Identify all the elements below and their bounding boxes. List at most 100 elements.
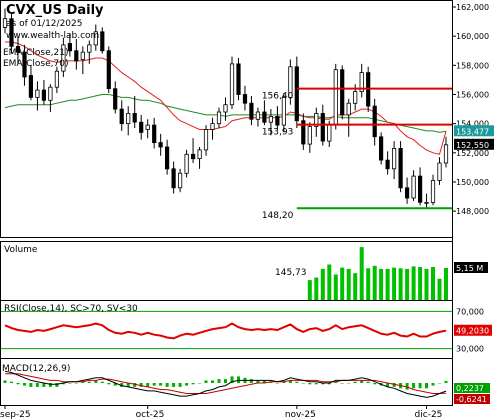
volume-bar bbox=[340, 267, 345, 300]
macd-histogram-bar bbox=[120, 383, 124, 387]
price-tick-label: 160,000 bbox=[456, 32, 489, 41]
volume-bar bbox=[398, 268, 403, 300]
macd-histogram-bar bbox=[275, 383, 279, 384]
macd-histogram-bar bbox=[172, 383, 176, 387]
volume-note: 145,73 bbox=[275, 268, 307, 278]
candlesticks bbox=[2, 8, 449, 209]
candle-body bbox=[190, 153, 196, 160]
candle-body bbox=[126, 113, 131, 125]
level-label: 153,93 bbox=[262, 128, 294, 138]
candle-body bbox=[93, 31, 98, 46]
macd-last-label: 0,2237 bbox=[456, 384, 484, 393]
macd-histogram-bar bbox=[191, 383, 195, 385]
candle-body bbox=[229, 63, 235, 106]
volume-bar bbox=[424, 268, 429, 300]
candle-body bbox=[424, 201, 429, 204]
site-label: www.wealth-lab.com bbox=[6, 31, 99, 41]
candle-body bbox=[184, 153, 189, 174]
as-of-date: as of 01/12/2025 bbox=[6, 19, 82, 29]
volume-bars: 5,15 M bbox=[307, 247, 488, 300]
macd-histogram-bar bbox=[139, 383, 143, 387]
volume-bar bbox=[392, 267, 397, 300]
macd-histogram-bar bbox=[100, 381, 104, 383]
volume-bar bbox=[411, 266, 416, 300]
rsi-last-tag bbox=[454, 324, 492, 336]
macd-histogram-bar bbox=[431, 383, 435, 386]
macd-histogram-bar bbox=[48, 383, 52, 387]
candle-body bbox=[372, 105, 377, 138]
candle-body bbox=[268, 116, 274, 123]
rsi-last-label: 49,2030 bbox=[456, 327, 489, 336]
macd-histogram-bar bbox=[347, 383, 351, 384]
candle-body bbox=[80, 51, 85, 60]
rsi-level-label: 70,000 bbox=[456, 307, 484, 316]
candle-body bbox=[417, 175, 423, 203]
candle-body bbox=[378, 136, 384, 161]
candle-body bbox=[327, 124, 332, 142]
macd-histogram-bar bbox=[159, 383, 163, 386]
candle-body bbox=[106, 50, 111, 90]
macd-histogram-bar bbox=[327, 383, 331, 385]
macd-histogram-bar bbox=[237, 376, 240, 383]
volume-bar bbox=[327, 264, 332, 300]
macd-histogram-bar bbox=[425, 383, 428, 389]
candle-body bbox=[15, 46, 21, 53]
candle-body bbox=[197, 149, 202, 159]
macd-histogram-bar bbox=[23, 383, 26, 386]
candle-body bbox=[132, 113, 137, 123]
macd-histogram-bar bbox=[217, 379, 221, 383]
candle-body bbox=[236, 63, 241, 95]
last-value-label: 152,550 bbox=[456, 141, 489, 150]
rsi-line bbox=[4, 322, 447, 340]
price-tick-label: 148,000 bbox=[456, 207, 489, 216]
candle-body bbox=[288, 66, 293, 98]
candle-body bbox=[340, 69, 345, 116]
macd-histogram-bar bbox=[178, 383, 182, 387]
volume-bar bbox=[320, 268, 325, 300]
macd-title: MACD(12,26,9) bbox=[2, 364, 70, 374]
candle-body bbox=[314, 113, 319, 127]
candle-body bbox=[87, 44, 92, 53]
macd-histogram-bar bbox=[269, 381, 273, 383]
chart-title: CVX_US Daily bbox=[6, 3, 104, 18]
candle-body bbox=[411, 175, 416, 199]
macd-histogram-bar bbox=[3, 380, 7, 383]
last-value-tag bbox=[454, 125, 494, 137]
macd-histogram-bar bbox=[256, 380, 260, 383]
volume-bar bbox=[372, 265, 377, 300]
price-levels: 156,40 153,93 148,20 bbox=[262, 87, 452, 221]
candle-body bbox=[152, 124, 157, 143]
signal-last-label: -0,6241 bbox=[456, 395, 487, 404]
candle-body bbox=[262, 111, 267, 123]
price-panel bbox=[0, 0, 453, 238]
macd-histogram-bar bbox=[94, 380, 98, 383]
macd-histogram-bar bbox=[107, 383, 111, 385]
last-value-tags: 153,477 152,550 bbox=[454, 125, 494, 150]
last-value-tag bbox=[454, 138, 494, 150]
macd-histogram-bar bbox=[308, 383, 312, 385]
volume-bar bbox=[333, 274, 338, 300]
candle-body bbox=[203, 129, 209, 151]
candle-body bbox=[74, 50, 79, 62]
date-tick-label: oct-25 bbox=[136, 410, 165, 420]
date-tick-label: sep-25 bbox=[0, 410, 31, 420]
macd-histogram-bar bbox=[113, 383, 117, 386]
candle-body bbox=[294, 66, 299, 122]
candle-body bbox=[242, 94, 248, 104]
candle-body bbox=[48, 86, 53, 101]
macd-histogram-bar bbox=[230, 376, 234, 383]
macd-histogram-bar bbox=[373, 383, 377, 385]
signal-last-tag bbox=[454, 394, 490, 404]
candle-body bbox=[28, 75, 34, 98]
candle-body bbox=[255, 111, 261, 120]
volume-bar bbox=[405, 268, 410, 300]
volume-bar bbox=[418, 267, 423, 300]
volume-bar bbox=[307, 280, 312, 300]
candle-body bbox=[164, 146, 170, 170]
macd-histogram-bar bbox=[29, 383, 33, 387]
date-tick-label: dic-25 bbox=[415, 410, 443, 420]
macd-histogram-bar bbox=[42, 383, 46, 387]
date-axis: sep-25 oct-25 nov-25 dic-25 bbox=[0, 405, 442, 420]
price-tick-label: 152,000 bbox=[456, 149, 489, 158]
candle-body bbox=[404, 187, 410, 199]
